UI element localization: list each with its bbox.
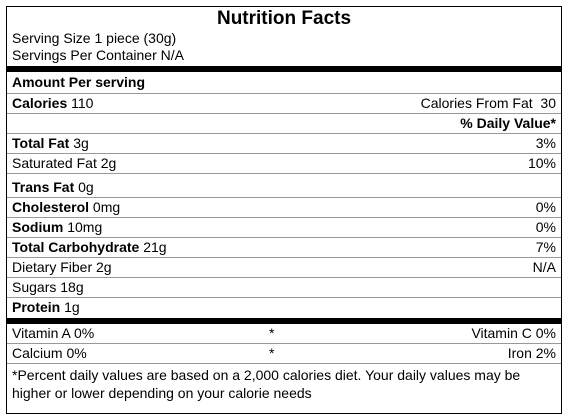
daily-value-header: % Daily Value*	[460, 115, 556, 131]
iron: Iron 2%	[507, 345, 556, 361]
thick-divider	[7, 66, 561, 72]
label-title: Nutrition Facts	[216, 8, 352, 29]
mineral-row: Calcium 0% * Iron 2%	[12, 344, 556, 363]
cholesterol-amount: 0mg	[92, 199, 121, 215]
vitamin-c: Vitamin C 0%	[471, 325, 556, 341]
total-carbohydrate-row: Total Carbohydrate 21g 7%	[12, 238, 556, 257]
total-carbohydrate-label: Total Carbohydrate	[12, 239, 140, 255]
cholesterol-dv: 0%	[535, 199, 556, 215]
amount-per-serving: Amount Per serving	[12, 74, 146, 90]
cholesterol-row: Cholesterol 0mg 0%	[12, 198, 556, 217]
sugars-label: Sugars 18g	[12, 279, 84, 295]
dietary-fiber-row: Dietary Fiber 2g N/A	[12, 258, 556, 277]
total-fat-dv: 3%	[535, 135, 556, 151]
calories-label: Calories	[12, 95, 68, 111]
sodium-row: Sodium 10mg 0%	[12, 218, 556, 237]
protein-label: Protein	[12, 299, 61, 315]
cholesterol-label: Cholesterol	[12, 199, 90, 215]
dietary-fiber-label: Dietary Fiber 2g	[12, 259, 112, 275]
calories-row: Calories 110 Calories From Fat 30	[12, 94, 556, 113]
vitamin-a: Vitamin A 0%	[12, 325, 95, 341]
protein-row: Protein 1g	[12, 298, 556, 317]
total-fat-label: Total Fat	[12, 135, 70, 151]
serving-size: Serving Size 1 piece (30g)	[12, 30, 177, 46]
calcium: Calcium 0%	[12, 345, 87, 361]
sodium-label: Sodium	[12, 219, 64, 235]
calories-value: 110	[71, 95, 94, 111]
trans-fat-label: Trans Fat	[12, 179, 75, 195]
saturated-fat-label: Saturated Fat 2g	[12, 155, 117, 171]
divider	[7, 93, 561, 94]
calories-from-fat-label: Calories From Fat	[420, 95, 533, 111]
saturated-fat-dv: 10%	[527, 155, 556, 171]
nutrition-facts-label: Nutrition Facts Serving Size 1 piece (30…	[6, 6, 562, 414]
sugars-row: Sugars 18g	[12, 278, 556, 297]
total-carbohydrate-dv: 7%	[535, 239, 556, 255]
total-carbohydrate-amount: 21g	[143, 239, 167, 255]
servings-per-container: Servings Per Container N/A	[12, 47, 184, 63]
sodium-amount: 10mg	[67, 219, 103, 235]
protein-amount: 1g	[64, 299, 80, 315]
total-fat-amount: 3g	[73, 135, 89, 151]
mineral-star: *	[269, 345, 275, 361]
thick-divider	[7, 318, 561, 324]
saturated-fat-row: Saturated Fat 2g 10%	[12, 154, 556, 173]
dietary-fiber-dv: N/A	[532, 259, 556, 275]
calories-from-fat-value: 30	[540, 95, 556, 111]
footnote: *Percent daily values are based on a 2,0…	[12, 367, 521, 401]
vitamin-star: *	[269, 325, 275, 341]
trans-fat-row: Trans Fat 0g	[12, 178, 556, 197]
sodium-dv: 0%	[535, 219, 556, 235]
trans-fat-amount: 0g	[78, 179, 94, 195]
total-fat-row: Total Fat 3g 3%	[12, 134, 556, 153]
vitamin-row: Vitamin A 0% * Vitamin C 0%	[12, 324, 556, 343]
